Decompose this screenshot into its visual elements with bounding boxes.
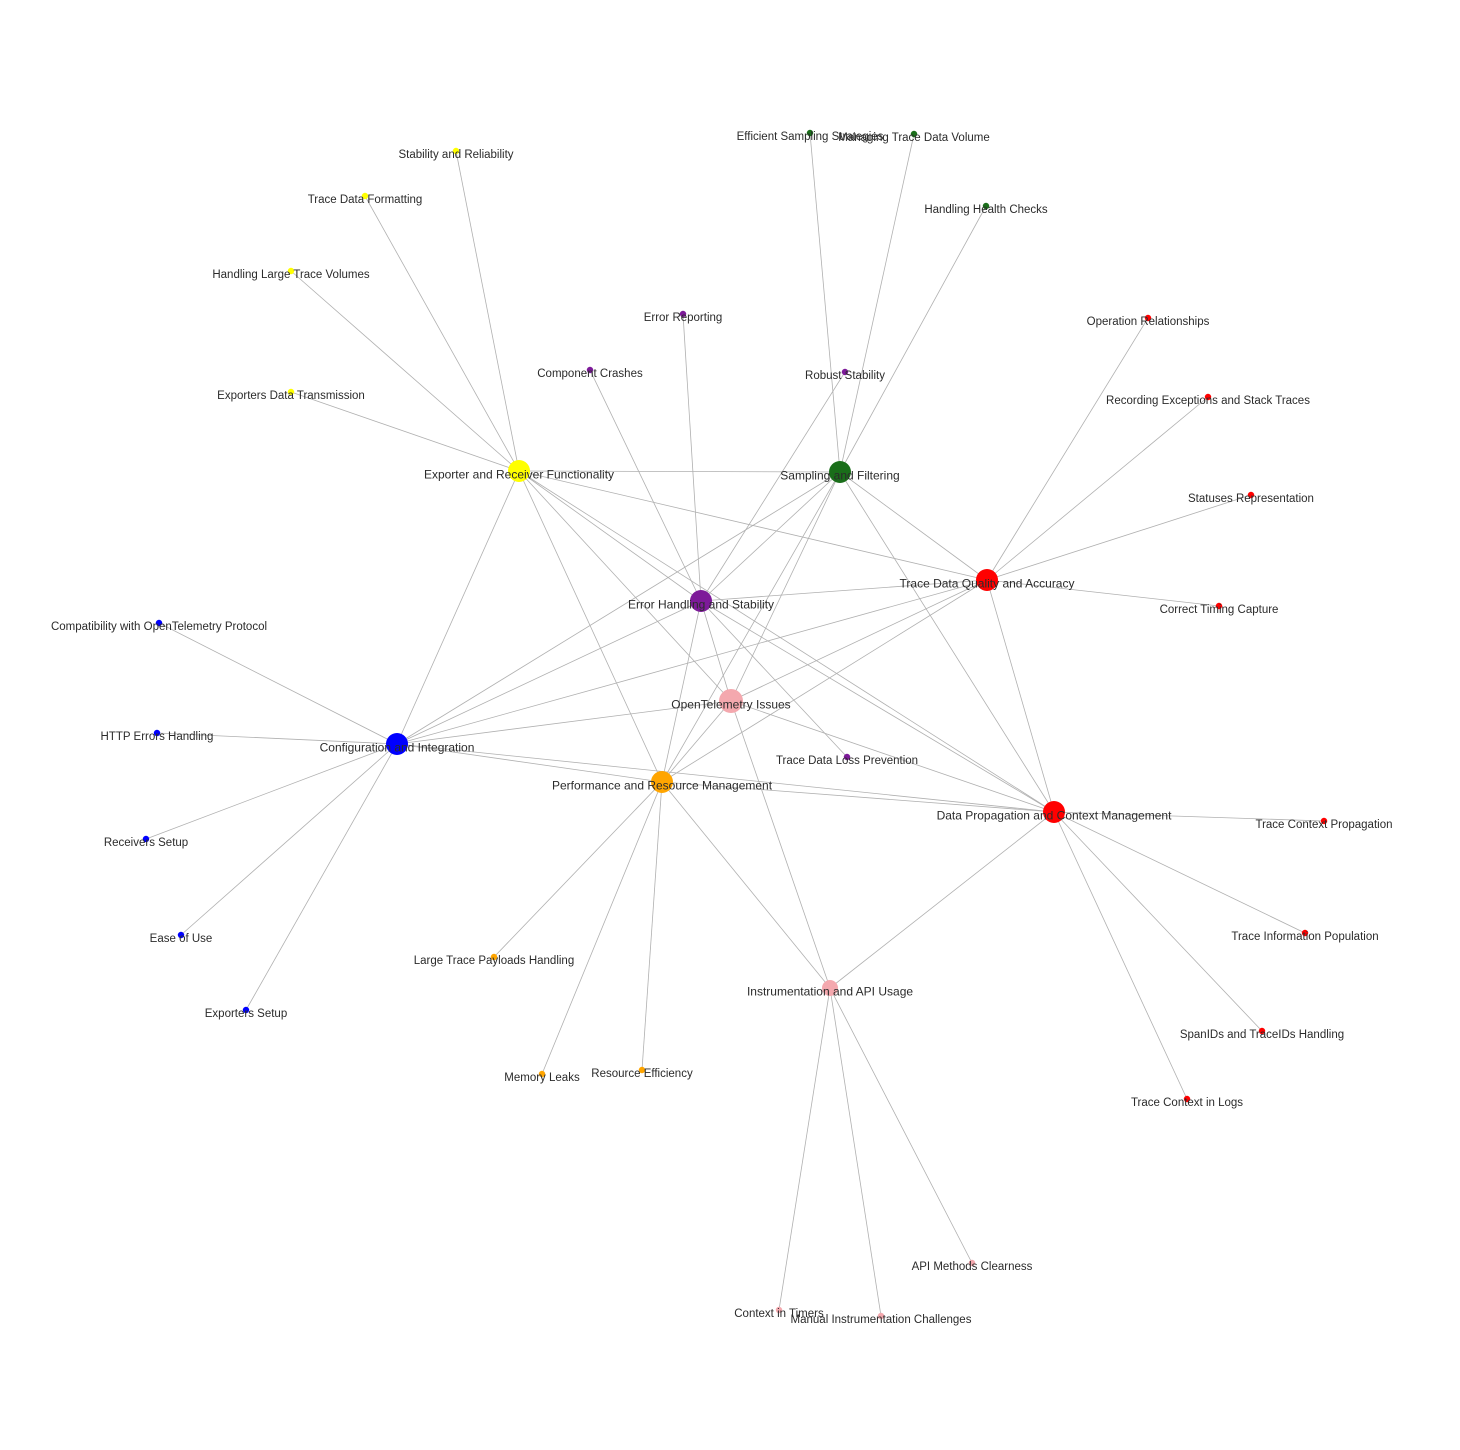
svg-text:Error Reporting: Error Reporting — [644, 312, 723, 324]
svg-text:Trace Data Loss Prevention: Trace Data Loss Prevention — [776, 755, 918, 767]
svg-text:Robust Stability: Robust Stability — [805, 370, 885, 382]
svg-text:Manual Instrumentation Challen: Manual Instrumentation Challenges — [791, 1314, 972, 1326]
svg-text:Correct Timing Capture: Correct Timing Capture — [1160, 604, 1279, 616]
svg-text:Statuses Representation: Statuses Representation — [1188, 493, 1314, 505]
svg-text:Exporters Data Transmission: Exporters Data Transmission — [217, 390, 365, 402]
svg-text:Trace Data Quality and Accurac: Trace Data Quality and Accuracy — [900, 576, 1075, 590]
svg-text:API Methods Clearness: API Methods Clearness — [912, 1261, 1033, 1273]
svg-text:Error Handling and Stability: Error Handling and Stability — [628, 597, 774, 611]
svg-text:Handling Health Checks: Handling Health Checks — [924, 204, 1048, 216]
svg-text:Performance and Resource Manag: Performance and Resource Management — [552, 778, 773, 792]
svg-text:Data Propagation and Context M: Data Propagation and Context Management — [937, 808, 1172, 822]
svg-text:Resource Efficiency: Resource Efficiency — [591, 1068, 693, 1080]
svg-text:Trace Data Formatting: Trace Data Formatting — [308, 194, 423, 206]
svg-text:Receivers Setup: Receivers Setup — [104, 837, 188, 849]
svg-text:Sampling and Filtering: Sampling and Filtering — [780, 468, 899, 482]
svg-text:Managing Trace Data Volume: Managing Trace Data Volume — [838, 132, 990, 144]
svg-text:OpenTelemetry Issues: OpenTelemetry Issues — [671, 697, 790, 711]
svg-text:Ease of Use: Ease of Use — [150, 933, 213, 945]
svg-text:SpanIDs and TraceIDs Handling: SpanIDs and TraceIDs Handling — [1180, 1029, 1344, 1041]
svg-text:Instrumentation and API Usage: Instrumentation and API Usage — [747, 984, 913, 998]
svg-text:Compatibility with OpenTelemet: Compatibility with OpenTelemetry Protoco… — [51, 621, 267, 633]
svg-text:Large Trace Payloads Handling: Large Trace Payloads Handling — [414, 955, 574, 967]
svg-text:Memory Leaks: Memory Leaks — [504, 1072, 580, 1084]
svg-text:Exporters Setup: Exporters Setup — [205, 1008, 287, 1020]
svg-text:Stability and Reliability: Stability and Reliability — [398, 149, 513, 161]
svg-text:Trace Information Population: Trace Information Population — [1231, 931, 1378, 943]
svg-text:Exporter and Receiver Function: Exporter and Receiver Functionality — [424, 467, 614, 481]
svg-text:Operation Relationships: Operation Relationships — [1087, 316, 1210, 328]
svg-text:HTTP Errors Handling: HTTP Errors Handling — [101, 731, 214, 743]
svg-text:Recording Exceptions and Stack: Recording Exceptions and Stack Traces — [1106, 395, 1310, 407]
svg-text:Component Crashes: Component Crashes — [537, 368, 643, 380]
svg-text:Handling Large Trace Volumes: Handling Large Trace Volumes — [212, 269, 370, 281]
svg-text:Trace Context in Logs: Trace Context in Logs — [1131, 1097, 1243, 1109]
svg-text:Configuration and Integration: Configuration and Integration — [320, 740, 475, 754]
svg-text:Trace Context Propagation: Trace Context Propagation — [1255, 819, 1392, 831]
